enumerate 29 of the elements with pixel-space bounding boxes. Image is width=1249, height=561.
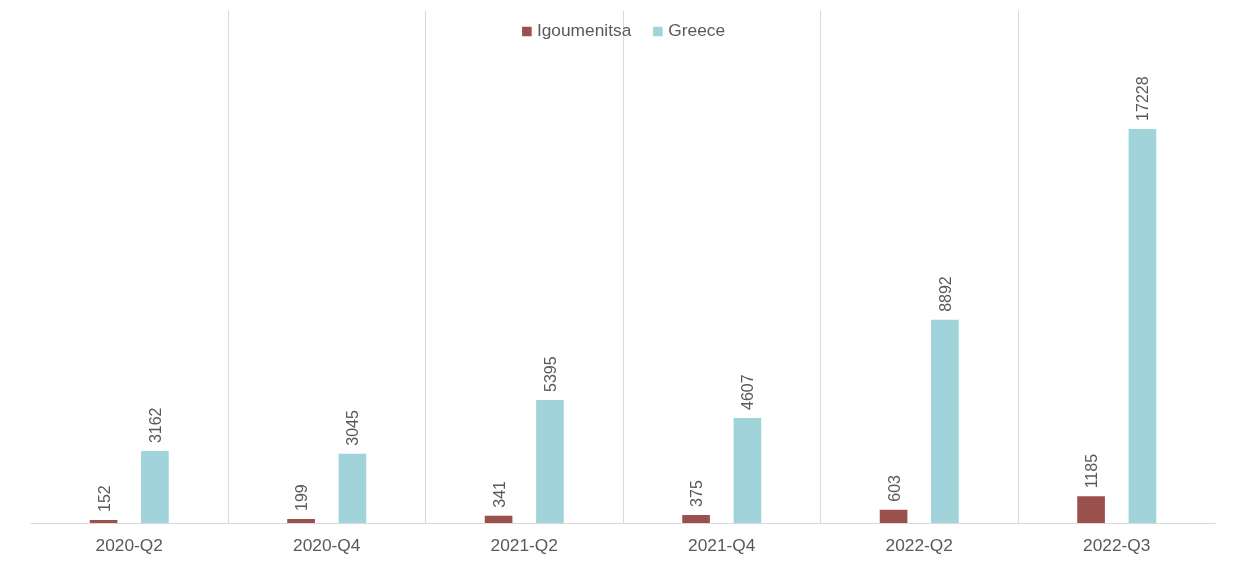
- x-tick-label: 2021-Q2: [490, 534, 558, 555]
- data-label: 17228: [1134, 76, 1152, 121]
- data-label: 375: [688, 480, 706, 507]
- bar: [536, 399, 564, 524]
- x-tick-label: 2021-Q4: [688, 534, 756, 555]
- data-label: 5395: [541, 356, 559, 392]
- data-label: 8892: [936, 276, 954, 312]
- bar: [682, 514, 710, 524]
- bar: [879, 509, 908, 524]
- data-label: 341: [490, 480, 508, 508]
- legend-label: Greece: [668, 20, 726, 41]
- bar: [1128, 128, 1157, 524]
- bar: [931, 319, 959, 524]
- x-tick-label: 2020-Q2: [95, 534, 163, 555]
- data-label: 199: [293, 484, 311, 511]
- data-label: 4607: [739, 374, 757, 410]
- bar: [733, 417, 762, 524]
- data-label: 603: [885, 474, 903, 502]
- data-label: 3045: [344, 410, 362, 446]
- bar: [1077, 496, 1105, 524]
- bar: [141, 451, 169, 524]
- x-tick-label: 2022-Q2: [885, 534, 953, 555]
- x-tick-label: 2022-Q3: [1083, 534, 1151, 555]
- data-label: 1185: [1083, 453, 1101, 489]
- data-label: 3162: [146, 407, 164, 444]
- legend-label: Igoumenitsa: [536, 20, 632, 41]
- x-tick-label: 2020-Q4: [293, 534, 361, 555]
- bar: [338, 453, 367, 524]
- data-label: 152: [95, 485, 113, 513]
